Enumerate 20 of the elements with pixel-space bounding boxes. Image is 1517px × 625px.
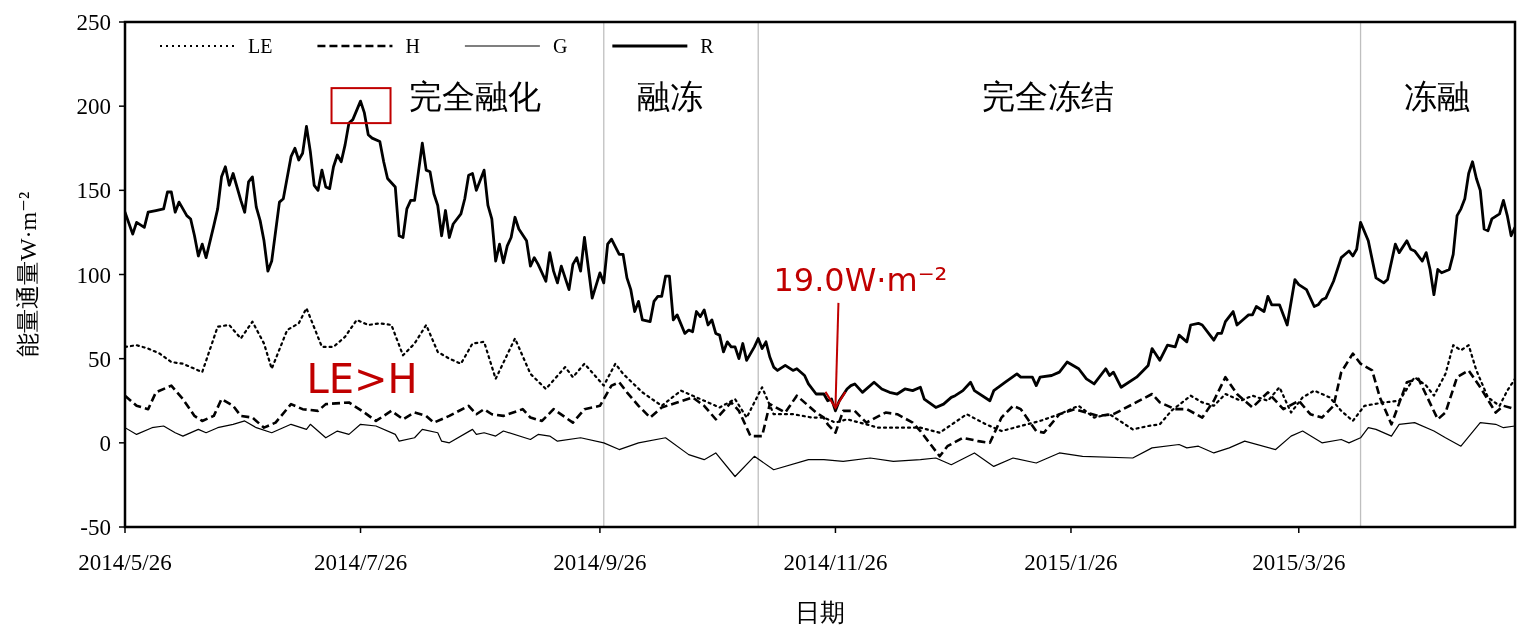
y-tick-label: 0 xyxy=(99,430,111,456)
x-tick-label: 2014/11/26 xyxy=(783,550,888,575)
y-tick-label: 150 xyxy=(76,178,111,204)
legend-label: LE xyxy=(248,35,273,57)
legend-label: H xyxy=(405,35,420,57)
y-tick-label: 250 xyxy=(76,10,111,35)
legend-label: R xyxy=(700,35,715,57)
y-tick-label: -50 xyxy=(80,515,111,540)
y-axis-title: 能量通量W·m⁻² xyxy=(15,191,41,358)
y-tick-label: 50 xyxy=(88,346,111,372)
y-tick-label: 100 xyxy=(76,262,111,288)
legend-label: G xyxy=(552,35,568,57)
annotation: 19.0W·m⁻² xyxy=(773,260,948,299)
x-tick-label: 2014/5/26 xyxy=(78,550,172,575)
x-tick-label: 2015/3/26 xyxy=(1252,550,1346,575)
x-tick-label: 2014/7/26 xyxy=(313,550,408,575)
x-tick-label: 2015/1/26 xyxy=(1024,550,1118,575)
x-tick-label: 2014/9/26 xyxy=(553,550,647,575)
x-axis-title: 日期 xyxy=(795,599,845,625)
y-tick-label: 200 xyxy=(76,94,111,120)
